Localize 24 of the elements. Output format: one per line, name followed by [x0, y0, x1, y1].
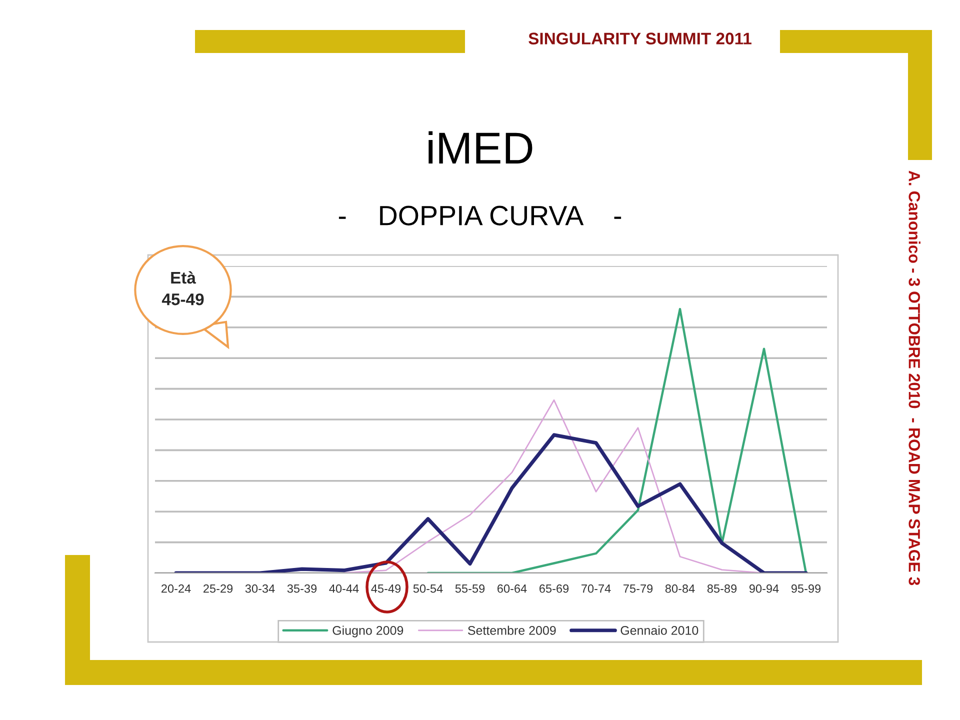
chart-title: iMED: [428, 131, 532, 164]
legend-label: Settembre 2009: [468, 626, 556, 635]
x-tick-label: 60-64: [498, 584, 527, 593]
x-tick-label: 55-59: [455, 584, 485, 593]
x-tick-label: 40-44: [329, 584, 359, 593]
x-tick-label: 65-69: [540, 584, 569, 593]
x-tick-label: 30-34: [245, 584, 275, 593]
x-tick-label: 45-49: [371, 584, 401, 593]
x-tick-label: 95-99: [791, 584, 821, 593]
x-tick-label: 50-54: [413, 584, 443, 593]
x-tick-label: 90-94: [749, 584, 779, 593]
x-tick-label: 25-29: [204, 584, 233, 593]
x-tick-label: 75-79: [624, 584, 653, 593]
text: A. Canonico - 3 OTTOBRE 2010 - ROAD MAP STAGE 3: [908, 170, 920, 586]
x-tick-label: 70-74: [582, 584, 611, 593]
legend-label: Giugno 2009: [332, 626, 404, 638]
x-tick-label: 20-24: [162, 584, 191, 593]
x-tick-label: 35-39: [287, 584, 317, 593]
legend-label: Gennaio 2010: [620, 626, 698, 635]
x-tick-label: 85-89: [707, 584, 737, 593]
text: Età 45-49: [162, 271, 204, 306]
chart-subtitle: - DOPPIA CURVA -: [338, 206, 622, 226]
x-tick-label: 80-84: [665, 584, 695, 593]
text: SINGULARITY SUMMIT 2011: [528, 32, 752, 44]
